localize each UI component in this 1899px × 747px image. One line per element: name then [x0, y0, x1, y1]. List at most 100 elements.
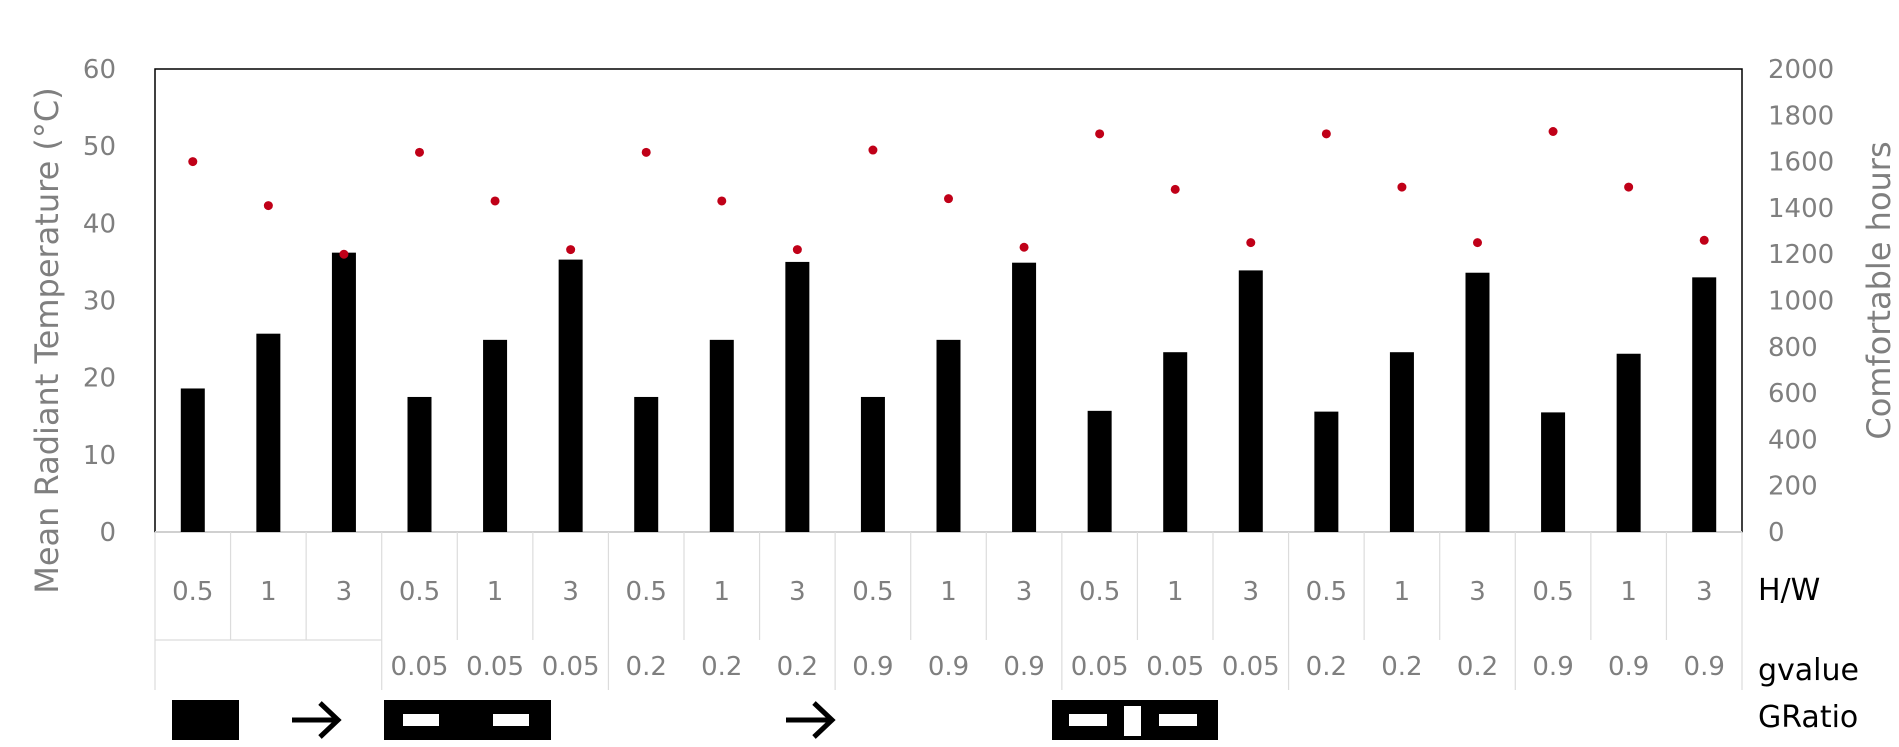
solid-block-icon	[172, 700, 239, 740]
gvalue-tick-label: 0.9	[1608, 652, 1649, 682]
y-tick-label: 0	[99, 518, 116, 548]
hw-tick-label: 0.5	[172, 577, 213, 607]
comfort-point	[1548, 127, 1558, 137]
hw-tick-label: 1	[1620, 577, 1637, 607]
window	[403, 714, 439, 726]
hw-tick-label: 3	[789, 577, 806, 607]
block-two-windows-icon	[384, 700, 551, 740]
hw-tick-label: 1	[260, 577, 277, 607]
comfort-point	[1019, 242, 1029, 252]
bar	[331, 252, 356, 532]
bar	[860, 396, 885, 532]
gvalue-tick-label: 0.2	[777, 652, 818, 682]
y2-tick-label: 1600	[1768, 148, 1834, 178]
bar	[558, 259, 583, 532]
comfort-point	[1699, 235, 1709, 245]
hw-tick-label: 3	[562, 577, 579, 607]
bar	[1541, 412, 1566, 532]
y2-tick-label: 1400	[1768, 194, 1834, 224]
bar	[1163, 352, 1188, 532]
gvalue-tick-label: 0.9	[1003, 652, 1044, 682]
bar	[1692, 277, 1717, 532]
bar	[1389, 352, 1414, 532]
hw-tick-label: 3	[1016, 577, 1033, 607]
door-opening	[1124, 706, 1141, 736]
bar	[1238, 270, 1263, 532]
hw-tick-label: 3	[1243, 577, 1260, 607]
comfort-point	[1170, 184, 1180, 194]
comfort-point	[263, 201, 273, 211]
y2-tick-label: 800	[1768, 333, 1818, 363]
bar	[407, 396, 432, 532]
hw-tick-label: 0.5	[399, 577, 440, 607]
arrow-right-icon	[292, 701, 342, 739]
gratio-row-label: GRatio	[1758, 700, 1858, 735]
gvalue-tick-label: 0.9	[1684, 652, 1725, 682]
y-tick-label: 60	[83, 55, 116, 85]
comfort-point	[339, 249, 349, 259]
bar	[483, 339, 508, 532]
arrow-head	[812, 701, 836, 739]
hw-tick-label: 0.5	[1532, 577, 1573, 607]
hw-tick-label: 1	[714, 577, 731, 607]
legend-icons	[172, 700, 1218, 740]
arrow-right-icon	[786, 701, 836, 739]
comfort-point	[868, 145, 878, 155]
gvalue-tick-label: 0.2	[1457, 652, 1498, 682]
y2-axis-title: Comfortable hours	[1860, 141, 1898, 439]
hw-tick-label: 3	[1469, 577, 1486, 607]
comfort-point	[1321, 129, 1331, 139]
hw-row-label: H/W	[1758, 573, 1820, 608]
y2-tick-label: 0	[1768, 518, 1785, 548]
hw-tick-label: 1	[1167, 577, 1184, 607]
y-tick-label: 20	[83, 364, 116, 394]
gvalue-tick-label: 0.05	[1146, 652, 1204, 682]
window	[1159, 714, 1197, 726]
comfort-point	[1397, 182, 1407, 192]
y2-tick-label: 400	[1768, 425, 1818, 455]
bar	[634, 396, 659, 532]
hw-tick-label: 0.5	[852, 577, 893, 607]
comfort-point	[944, 194, 953, 204]
gvalue-tick-label: 0.05	[1071, 652, 1129, 682]
gvalue-tick-label: 0.2	[1306, 652, 1347, 682]
window	[1069, 714, 1107, 726]
hw-tick-label: 0.5	[626, 577, 667, 607]
bar	[256, 333, 281, 532]
gvalue-tick-label: 0.05	[542, 652, 600, 682]
comfort-point	[1473, 238, 1482, 248]
block-three-openings-icon	[1052, 700, 1218, 740]
hw-tick-label: 3	[1696, 577, 1713, 607]
y-tick-label: 50	[83, 132, 116, 162]
gvalue-tick-label: 0.9	[1532, 652, 1573, 682]
chart-marks	[180, 127, 1717, 532]
bar	[180, 388, 205, 532]
y-tick-label: 30	[83, 287, 116, 317]
y-axis-title: Mean Radiant Temperature (°C)	[28, 87, 66, 594]
gvalue-tick-label: 0.05	[391, 652, 449, 682]
comfort-point	[566, 245, 576, 255]
comfort-point	[188, 157, 198, 167]
bar	[1314, 411, 1339, 532]
comfort-point	[490, 196, 500, 206]
bar	[785, 261, 810, 532]
hw-tick-label: 1	[1394, 577, 1411, 607]
y2-tick-label: 200	[1768, 472, 1818, 502]
hw-tick-label: 0.5	[1079, 577, 1120, 607]
y2-tick-label: 1200	[1768, 240, 1834, 270]
comfort-point	[1246, 238, 1256, 248]
y2-tick-label: 2000	[1768, 55, 1834, 85]
y2-tick-label: 1000	[1768, 287, 1834, 317]
y2-tick-label: 600	[1768, 379, 1818, 409]
hw-tick-label: 1	[940, 577, 957, 607]
hw-tick-label: 3	[336, 577, 353, 607]
bar	[709, 339, 734, 532]
bar	[1087, 410, 1112, 532]
gvalue-tick-label: 0.9	[928, 652, 969, 682]
y-tick-label: 10	[83, 441, 116, 471]
bar	[1465, 272, 1490, 532]
bar	[936, 339, 961, 532]
comfort-point	[1095, 129, 1105, 139]
comfort-point	[1624, 182, 1634, 192]
